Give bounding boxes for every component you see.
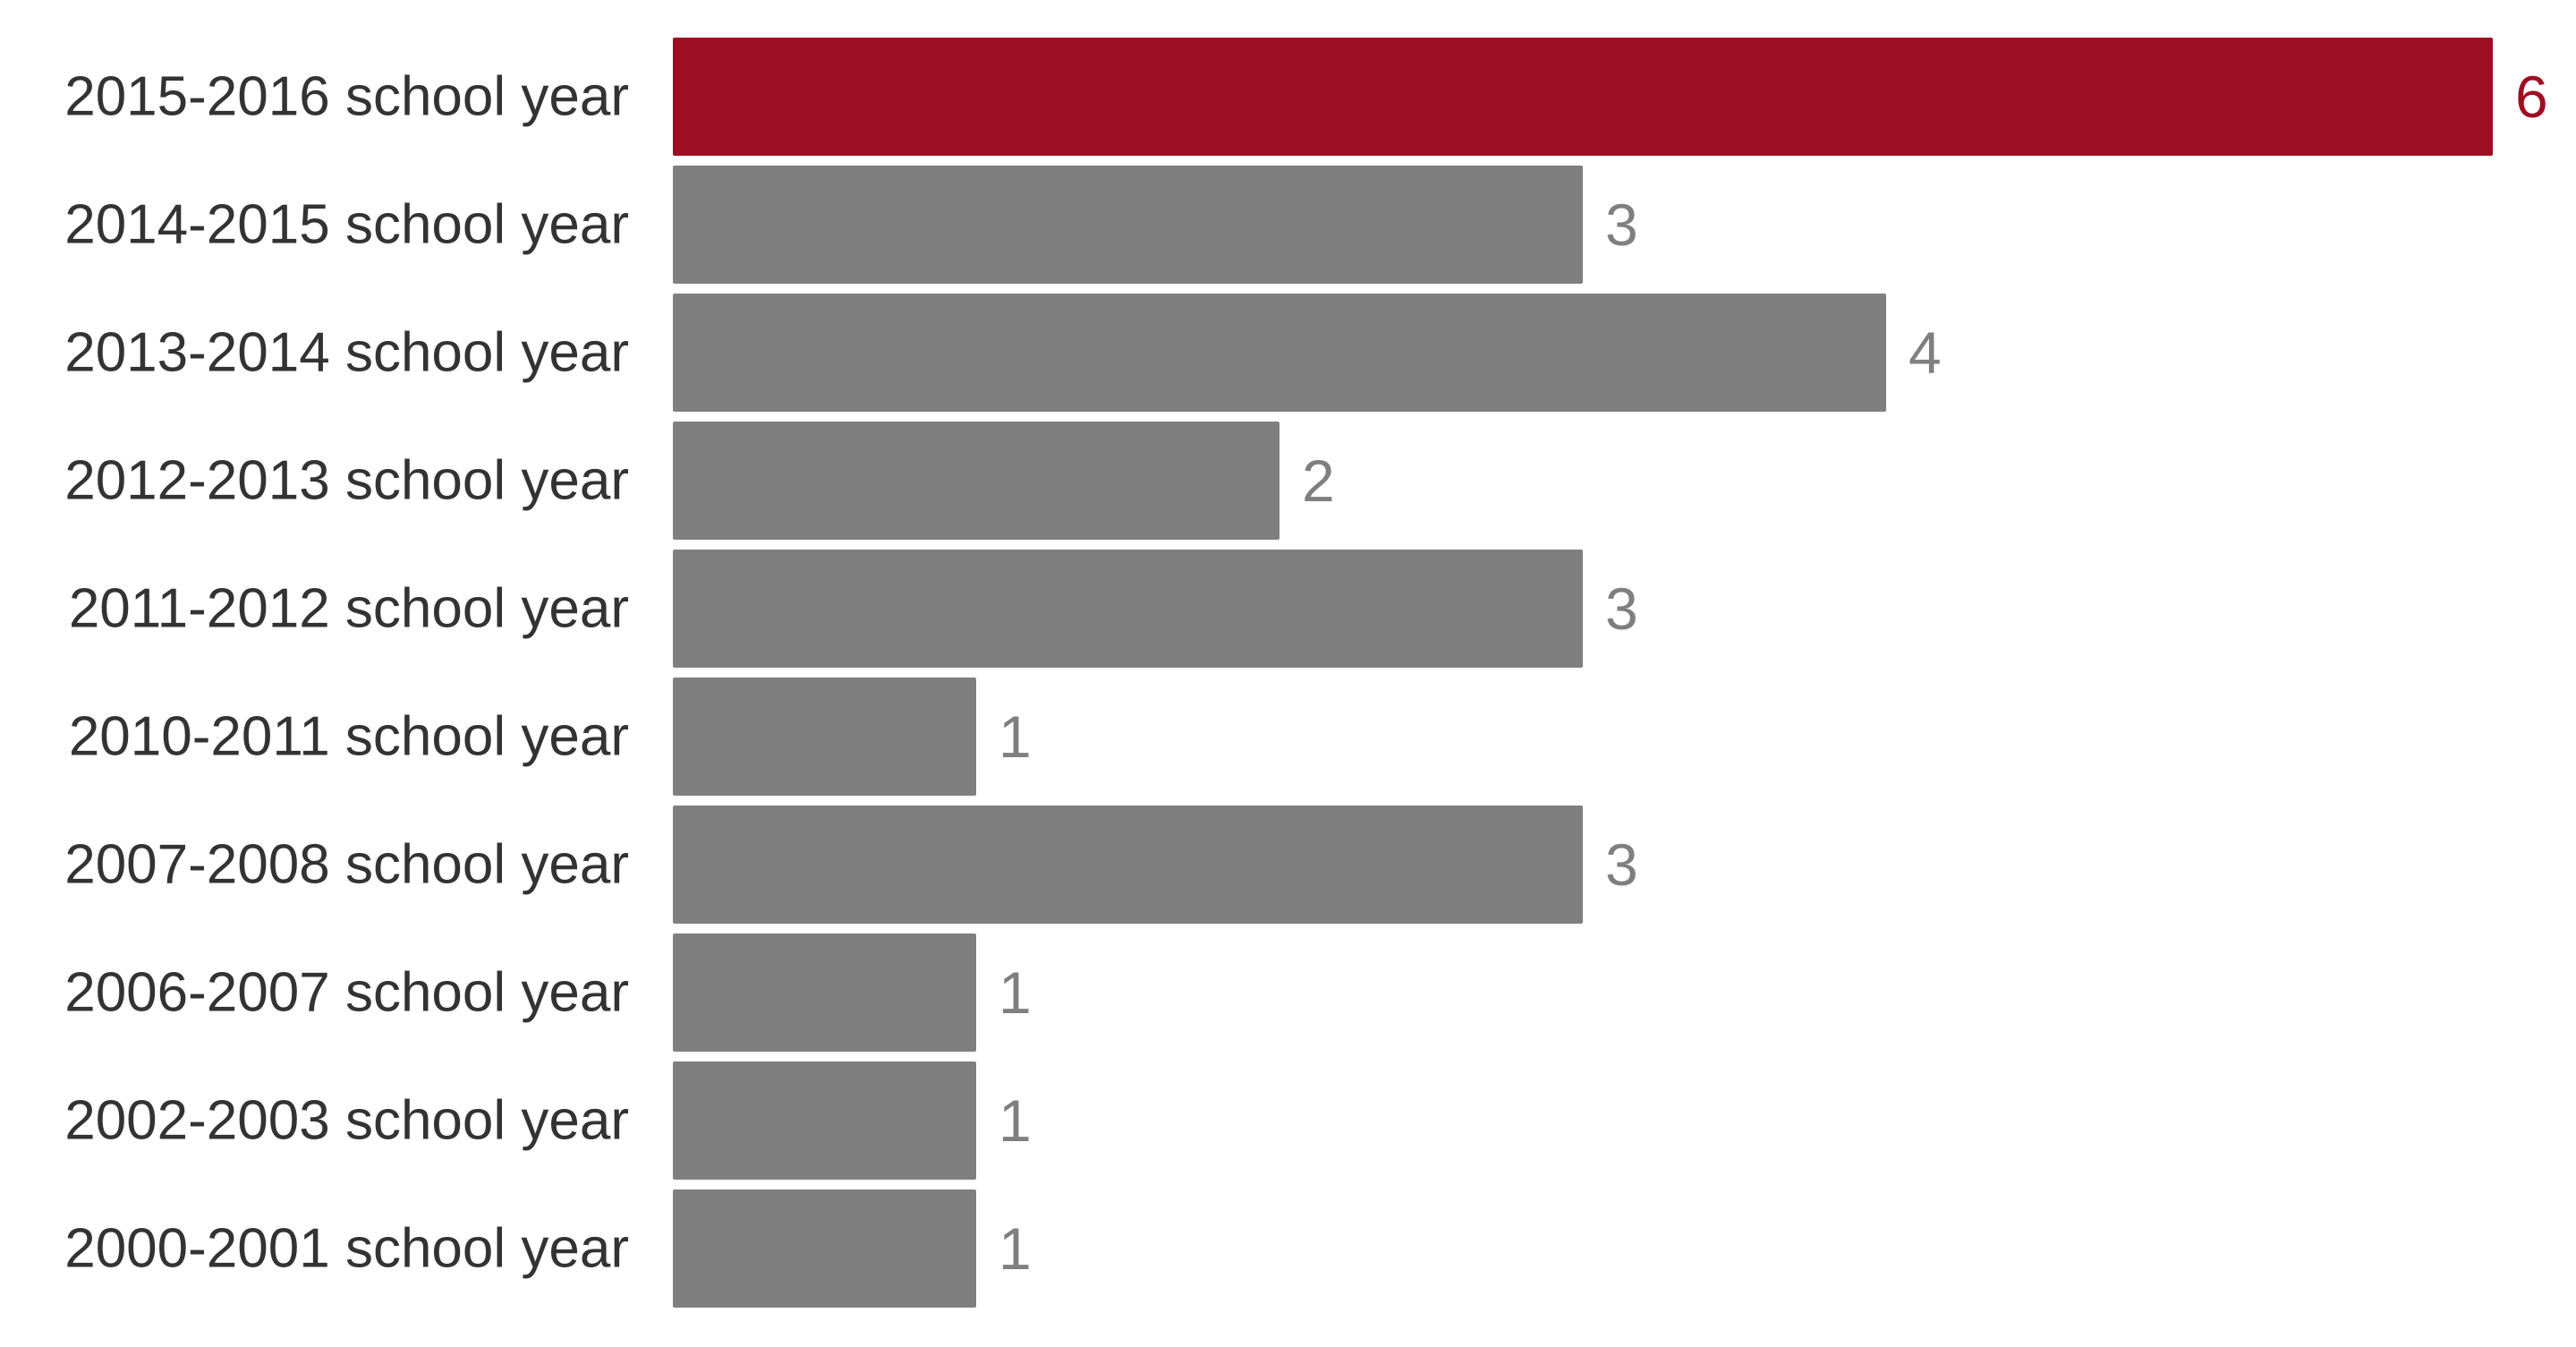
category-label: 2014-2015 school year [64,194,629,256]
category-label: 2015-2016 school year [64,66,629,128]
bar [673,550,1583,668]
value-label: 3 [1605,831,1638,898]
category-label: 2010-2011 school year [69,706,629,768]
category-label: 2012-2013 school year [64,450,629,512]
bar [673,678,976,796]
bar [673,166,1583,284]
value-label: 1 [999,703,1032,770]
value-label: 2 [1302,448,1335,514]
bar [673,1061,976,1180]
category-label: 2000-2001 school year [64,1218,629,1280]
value-label: 3 [1605,192,1638,258]
value-label: 3 [1605,575,1638,642]
value-label: 1 [999,1215,1032,1282]
bar [673,806,1583,924]
bar [673,934,976,1052]
value-label: 1 [999,1087,1032,1154]
bar [673,38,2493,156]
bar [673,422,1279,540]
value-label: 4 [1909,320,1942,386]
category-label: 2013-2014 school year [64,322,629,384]
category-label: 2002-2003 school year [64,1090,629,1152]
value-label: 1 [999,959,1032,1026]
category-label: 2006-2007 school year [64,962,629,1024]
bar [673,294,1886,412]
category-label: 2011-2012 school year [69,578,629,640]
category-label: 2007-2008 school year [64,834,629,896]
value-label: 6 [2515,64,2548,130]
bar [673,1189,976,1308]
